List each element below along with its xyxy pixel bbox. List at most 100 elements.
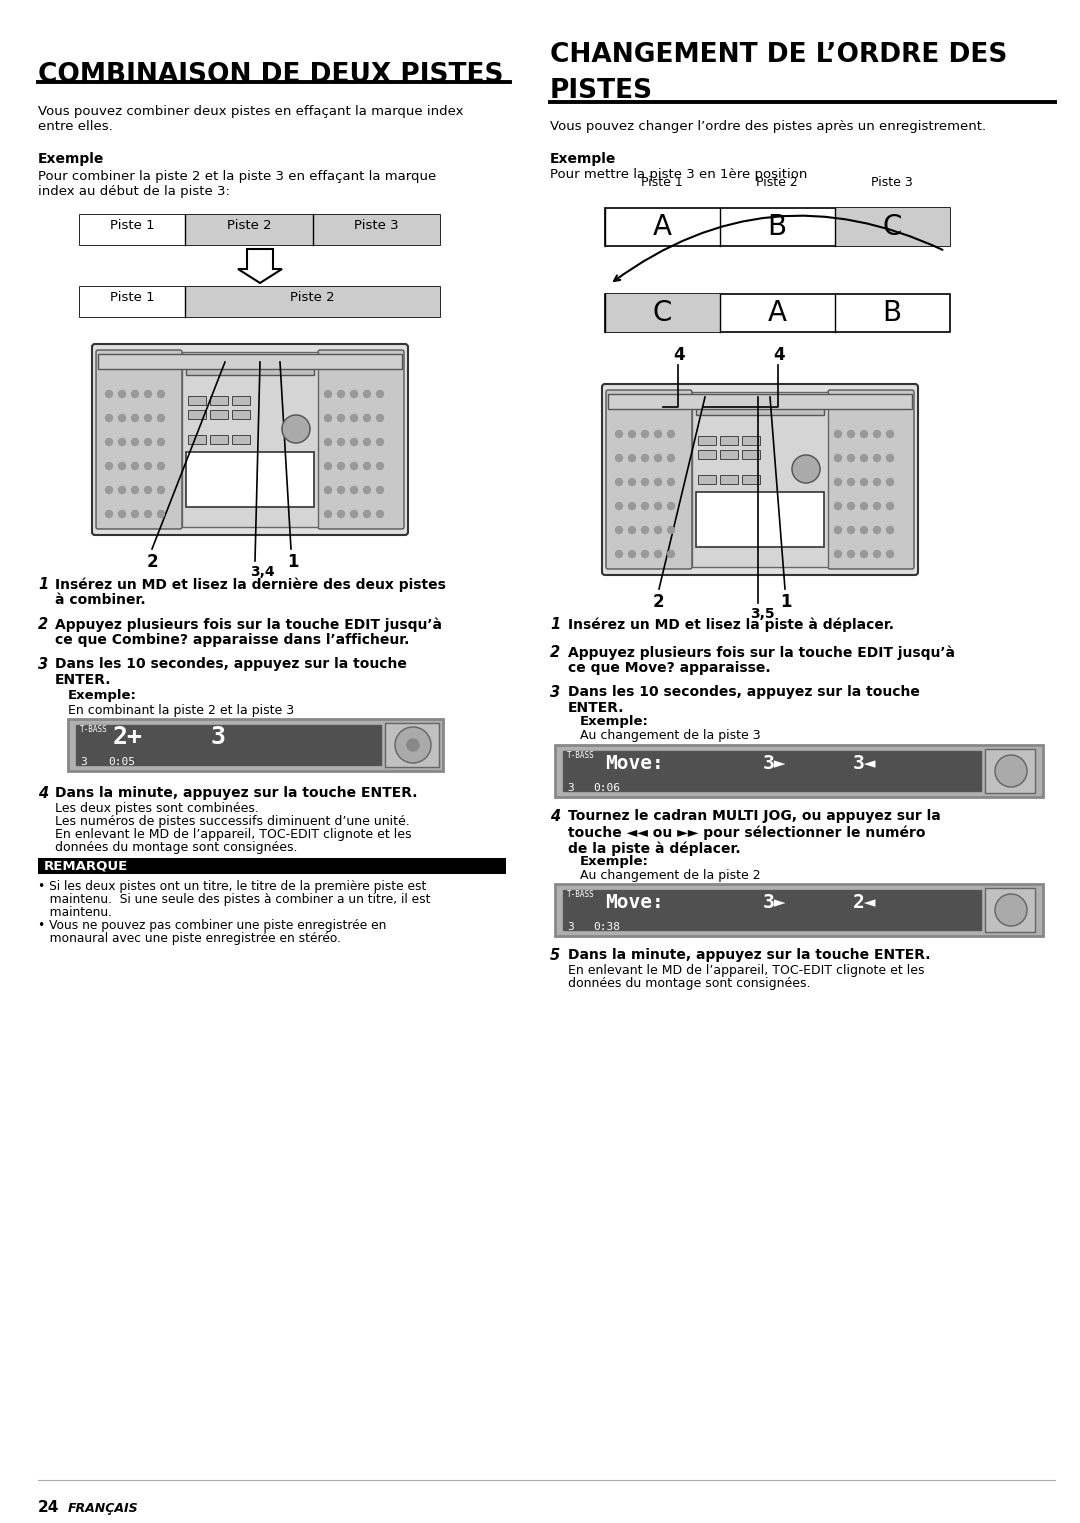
Circle shape (337, 463, 345, 469)
Bar (210, 410, 228, 419)
Bar (698, 449, 716, 458)
Text: 3: 3 (550, 685, 561, 701)
Text: 3: 3 (567, 783, 573, 793)
Circle shape (887, 503, 893, 510)
Circle shape (629, 478, 635, 486)
Bar (188, 410, 206, 419)
Circle shape (654, 478, 661, 486)
Text: 2: 2 (550, 646, 561, 659)
Circle shape (145, 463, 151, 469)
Bar (185, 286, 440, 317)
Text: 5: 5 (550, 947, 561, 963)
Text: Piste 1: Piste 1 (110, 291, 154, 303)
Text: 2◄: 2◄ (853, 892, 877, 911)
Circle shape (835, 503, 841, 510)
FancyBboxPatch shape (602, 384, 918, 576)
Text: Dans les 10 secondes, appuyez sur la touche: Dans les 10 secondes, appuyez sur la tou… (568, 685, 920, 699)
Circle shape (616, 478, 622, 486)
Bar (605, 294, 950, 332)
Circle shape (282, 414, 310, 443)
FancyBboxPatch shape (96, 350, 183, 528)
Circle shape (106, 463, 112, 469)
Bar (232, 396, 249, 405)
Text: Move:: Move: (606, 754, 664, 772)
Circle shape (351, 439, 357, 446)
Circle shape (158, 463, 164, 469)
Circle shape (377, 414, 383, 422)
Circle shape (642, 527, 648, 533)
Circle shape (364, 510, 370, 518)
Circle shape (887, 527, 893, 533)
Bar (696, 401, 824, 414)
FancyBboxPatch shape (92, 344, 408, 535)
Circle shape (616, 527, 622, 533)
Circle shape (616, 503, 622, 510)
Circle shape (337, 439, 345, 446)
Bar (555, 745, 1043, 797)
Circle shape (119, 486, 125, 493)
Text: • Si les deux pistes ont un titre, le titre de la première piste est: • Si les deux pistes ont un titre, le ti… (38, 880, 427, 892)
Circle shape (395, 726, 431, 763)
Bar (188, 436, 206, 445)
Text: touche ◄◄ ou ►► pour sélectionner le numéro: touche ◄◄ ou ►► pour sélectionner le num… (568, 825, 926, 839)
Circle shape (158, 486, 164, 493)
Circle shape (848, 503, 854, 510)
Text: ce que Move? apparaisse.: ce que Move? apparaisse. (568, 661, 771, 675)
Text: 0:05: 0:05 (108, 757, 135, 768)
Text: C: C (652, 299, 672, 327)
Text: 2: 2 (147, 553, 159, 571)
Text: Au changement de la piste 3: Au changement de la piste 3 (580, 730, 760, 742)
Circle shape (132, 414, 138, 422)
Circle shape (106, 439, 112, 446)
Circle shape (351, 486, 357, 493)
Text: REMARQUE: REMARQUE (44, 859, 129, 873)
Text: T-BASS: T-BASS (80, 725, 108, 734)
Text: Dans les 10 secondes, appuyez sur la touche: Dans les 10 secondes, appuyez sur la tou… (55, 656, 407, 672)
Circle shape (667, 527, 675, 533)
Circle shape (887, 431, 893, 437)
Text: T-BASS: T-BASS (567, 889, 595, 899)
Text: Dans la minute, appuyez sur la touche ENTER.: Dans la minute, appuyez sur la touche EN… (568, 947, 931, 963)
Bar (605, 209, 950, 247)
Bar (313, 215, 440, 245)
Circle shape (364, 463, 370, 469)
Circle shape (324, 486, 332, 493)
Text: 2: 2 (38, 617, 49, 632)
Circle shape (324, 414, 332, 422)
Text: Piste 1: Piste 1 (642, 177, 683, 189)
Bar (698, 475, 716, 484)
Circle shape (324, 510, 332, 518)
Text: CHANGEMENT DE L’ORDRE DES: CHANGEMENT DE L’ORDRE DES (550, 43, 1008, 69)
Bar (742, 449, 760, 458)
Text: A: A (652, 213, 672, 241)
Circle shape (667, 454, 675, 461)
Bar (80, 215, 185, 245)
Circle shape (106, 414, 112, 422)
Text: 3◄: 3◄ (853, 754, 877, 772)
FancyBboxPatch shape (828, 390, 914, 570)
Circle shape (616, 431, 622, 437)
Circle shape (654, 454, 661, 461)
Circle shape (337, 414, 345, 422)
Circle shape (848, 431, 854, 437)
Circle shape (324, 390, 332, 398)
Text: Appuyez plusieurs fois sur la touche EDIT jusqu’à: Appuyez plusieurs fois sur la touche EDI… (568, 646, 955, 659)
Text: A: A (768, 299, 786, 327)
Circle shape (995, 894, 1027, 926)
Bar (985, 749, 1035, 793)
Bar (186, 452, 314, 507)
Text: Piste 3: Piste 3 (353, 218, 399, 231)
Circle shape (351, 510, 357, 518)
Bar (80, 286, 185, 317)
Polygon shape (238, 248, 282, 283)
Bar (692, 391, 828, 567)
Circle shape (629, 550, 635, 557)
Text: FRANÇAIS: FRANÇAIS (68, 1502, 138, 1515)
Bar (608, 394, 912, 410)
Text: ENTER.: ENTER. (55, 673, 111, 687)
Text: 2: 2 (653, 592, 664, 611)
Bar (742, 475, 760, 484)
Text: Piste 2: Piste 2 (227, 218, 271, 231)
Text: 2+: 2+ (113, 725, 143, 749)
Circle shape (667, 550, 675, 557)
